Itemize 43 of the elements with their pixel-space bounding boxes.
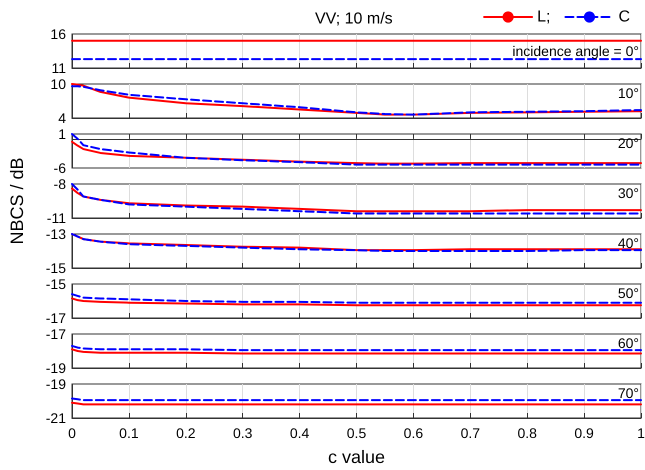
line-series <box>71 133 642 166</box>
x-tick-label: 0.2 <box>176 425 196 441</box>
y-tick-label: -11 <box>46 210 66 226</box>
y-tick-label: 1 <box>58 126 66 142</box>
y-tick-label: 4 <box>58 110 66 126</box>
annotation: 20° <box>618 135 639 151</box>
y-tick-label: -19 <box>46 376 66 392</box>
legend-label: L; <box>537 8 550 26</box>
annotation: 50° <box>618 285 639 301</box>
y-tick-label: -17 <box>46 310 66 326</box>
line-series <box>71 297 642 306</box>
y-tick-label: -13 <box>46 226 66 242</box>
annotation: 70° <box>618 385 639 401</box>
annotation: incidence angle = 0° <box>512 43 640 59</box>
y-tick-label: -6 <box>54 160 66 176</box>
x-tick-label: 0.1 <box>119 425 139 441</box>
x-tick-label: 0.3 <box>232 425 253 441</box>
y-tick-label: -19 <box>46 360 66 376</box>
x-tick-label: 0.5 <box>346 425 366 441</box>
y-tick-label: -17 <box>46 326 66 342</box>
annotation: 10° <box>618 85 639 101</box>
x-tick-label: 0.4 <box>290 425 310 441</box>
x-tick-label: 0.7 <box>460 425 480 441</box>
y-axis-title: NBCS / dB <box>7 157 27 245</box>
x-tick-label: 0.6 <box>404 425 424 441</box>
chart-title: VV; 10 m/s <box>315 10 393 28</box>
y-tick-label: 16 <box>50 26 66 42</box>
y-tick-label: -21 <box>46 410 66 426</box>
y-tick-label: -15 <box>46 260 66 276</box>
legend-label: C <box>618 8 630 26</box>
y-tick-label: 11 <box>51 60 66 76</box>
annotation: 30° <box>618 185 639 201</box>
y-tick-label: -8 <box>54 176 66 192</box>
line-series <box>71 188 642 212</box>
x-tick-label: 1 <box>637 425 645 441</box>
x-tick-label: 0.9 <box>574 425 594 441</box>
x-axis-title: c value <box>328 447 386 467</box>
y-tick-label: 10 <box>50 76 66 92</box>
x-tick-label: 0 <box>68 425 76 441</box>
annotation: 60° <box>618 335 639 351</box>
y-tick-label: -15 <box>46 276 66 292</box>
x-tick-label: 0.8 <box>517 425 538 441</box>
annotation: 40° <box>618 235 639 251</box>
